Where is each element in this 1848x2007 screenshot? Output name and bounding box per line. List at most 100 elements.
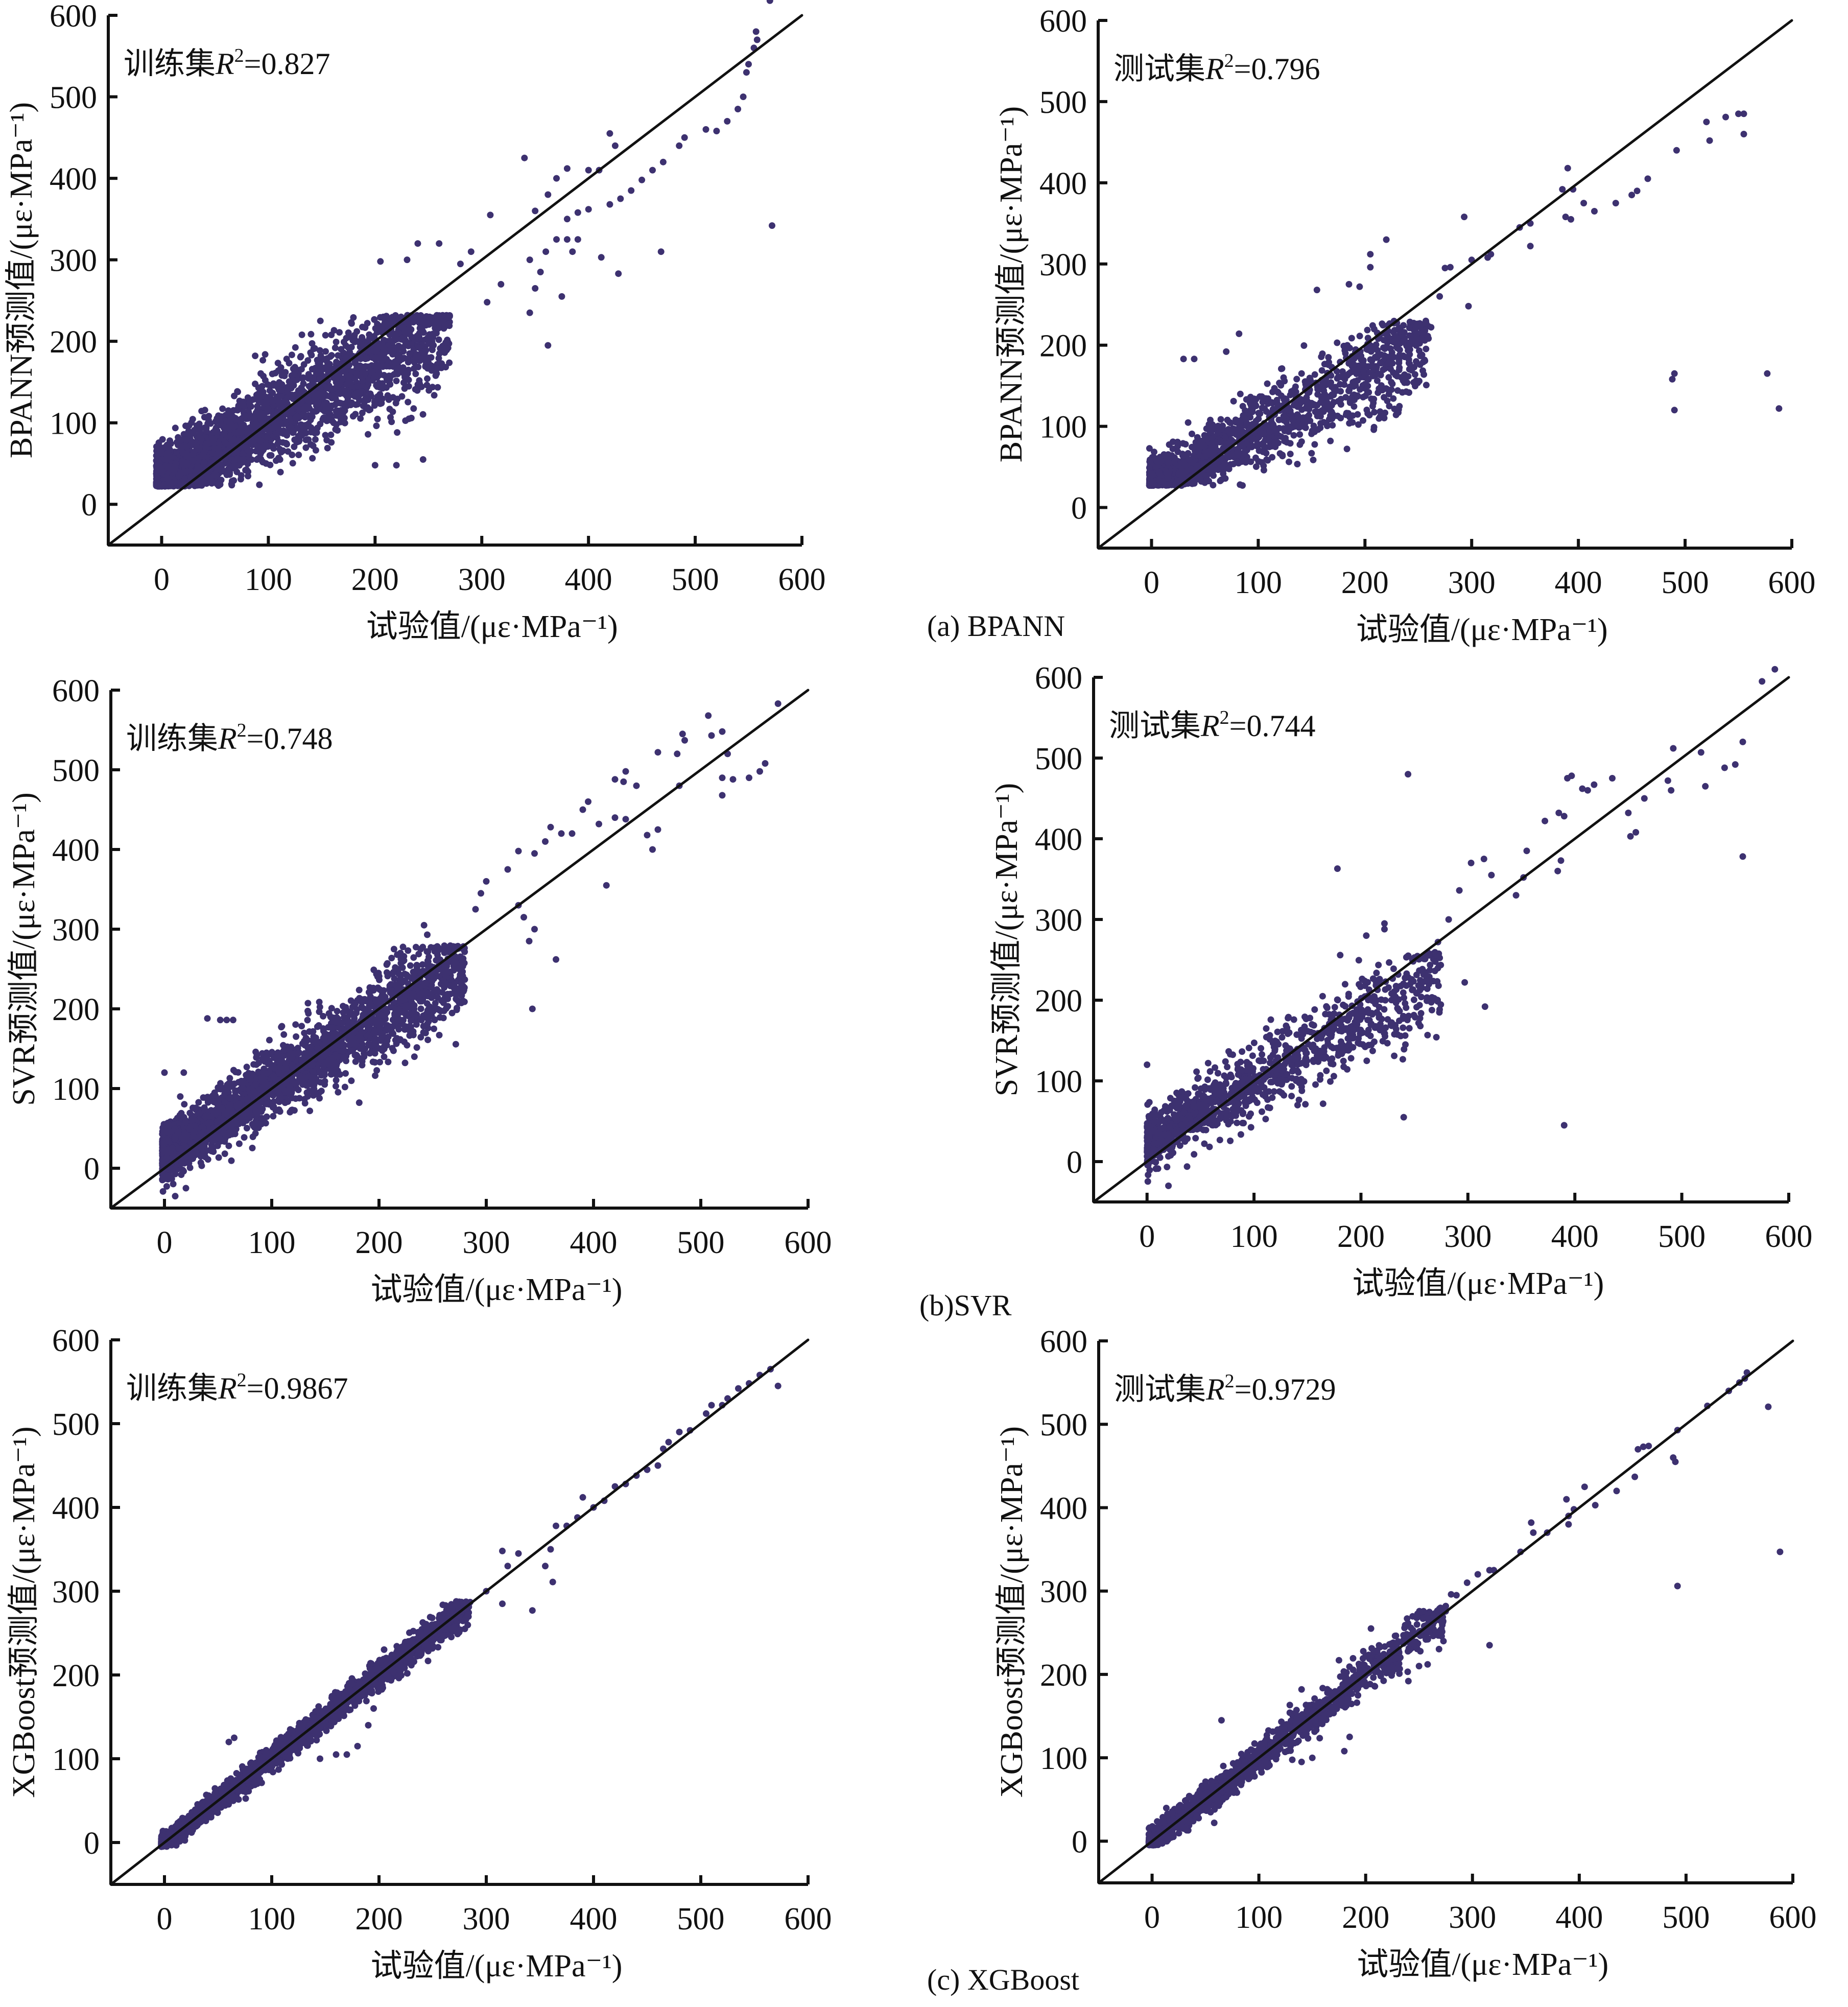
- data-point: [1211, 450, 1218, 457]
- y-tick-label: 0: [1071, 491, 1087, 526]
- data-point: [431, 392, 438, 398]
- data-point: [304, 436, 311, 443]
- data-point: [172, 424, 179, 431]
- data-point: [335, 412, 341, 418]
- data-point: [1401, 380, 1408, 386]
- data-point: [1189, 431, 1195, 437]
- data-point: [1352, 367, 1358, 374]
- data-point: [1376, 385, 1382, 392]
- data-point: [348, 319, 354, 326]
- data-point: [612, 143, 619, 149]
- x-tick-label: 0: [154, 562, 170, 597]
- data-point: [1298, 407, 1305, 413]
- data-point: [317, 318, 324, 324]
- data-point: [265, 406, 271, 412]
- x-tick-label: 500: [1662, 565, 1709, 600]
- data-point: [1671, 370, 1678, 377]
- data-point: [197, 429, 203, 435]
- data-point: [345, 329, 352, 336]
- data-point: [333, 395, 339, 402]
- data-point: [428, 363, 435, 369]
- data-point: [1396, 357, 1403, 364]
- data-point: [1237, 391, 1244, 397]
- data-point: [1346, 281, 1353, 288]
- data-point: [165, 464, 172, 470]
- data-point: [1349, 412, 1356, 419]
- data-point: [236, 429, 243, 436]
- data-point: [246, 447, 252, 454]
- data-point: [172, 460, 179, 467]
- data-point: [1327, 438, 1334, 444]
- data-point: [1251, 395, 1258, 402]
- data-point: [1290, 417, 1296, 424]
- data-point: [1373, 341, 1380, 348]
- data-point: [304, 1017, 311, 1024]
- data-point: [235, 456, 242, 463]
- data-point: [544, 342, 551, 349]
- data-point: [1279, 452, 1286, 458]
- data-point: [282, 369, 289, 375]
- y-tick-label: 400: [50, 162, 97, 197]
- data-point: [1407, 346, 1413, 353]
- data-point: [256, 397, 263, 404]
- data-point: [1388, 379, 1394, 386]
- data-point: [400, 324, 407, 331]
- data-point: [203, 428, 210, 435]
- data-point: [1376, 415, 1382, 422]
- data-point: [542, 248, 549, 255]
- data-point: [735, 106, 741, 112]
- data-point: [268, 452, 275, 459]
- data-point: [1351, 403, 1357, 410]
- data-point: [1370, 427, 1377, 433]
- data-point: [362, 396, 368, 403]
- data-point: [1364, 383, 1371, 389]
- x-tick-label: 100: [245, 562, 292, 597]
- data-point: [1218, 416, 1224, 423]
- data-point: [1580, 200, 1587, 206]
- data-point: [408, 415, 415, 421]
- data-point: [328, 332, 335, 338]
- data-point: [425, 340, 432, 347]
- data-point: [327, 432, 334, 438]
- data-point: [1423, 382, 1430, 388]
- data-point: [1334, 340, 1340, 346]
- data-point: [564, 236, 571, 243]
- data-point: [395, 329, 401, 336]
- data-point: [364, 320, 371, 326]
- data-point: [382, 346, 388, 352]
- data-point: [292, 1021, 299, 1028]
- data-point: [1288, 388, 1295, 395]
- data-point: [1293, 376, 1300, 383]
- data-point: [1210, 482, 1216, 488]
- data-point: [414, 1044, 420, 1051]
- data-point: [1256, 447, 1263, 454]
- data-point: [1764, 370, 1770, 377]
- data-point: [404, 356, 411, 362]
- data-point: [179, 458, 185, 465]
- data-point: [1484, 254, 1491, 261]
- data-point: [1222, 460, 1228, 467]
- data-point: [484, 299, 490, 305]
- data-point: [1263, 450, 1269, 457]
- data-point: [1302, 424, 1309, 431]
- data-point: [429, 346, 436, 353]
- data-point: [1250, 436, 1257, 442]
- data-point: [1418, 336, 1425, 343]
- data-point: [1383, 237, 1390, 243]
- data-point: [1399, 389, 1406, 396]
- data-point: [1406, 360, 1412, 366]
- data-point: [277, 469, 284, 476]
- data-point: [333, 1083, 339, 1090]
- data-point: [532, 207, 538, 214]
- data-point: [264, 434, 270, 441]
- data-point: [1317, 420, 1324, 427]
- data-point: [322, 332, 329, 339]
- data-point: [1363, 407, 1370, 413]
- data-point: [1202, 453, 1209, 460]
- data-point: [335, 389, 342, 396]
- r2-symbol: R: [215, 47, 234, 81]
- data-point: [398, 393, 405, 400]
- data-point: [676, 143, 682, 149]
- data-point: [314, 429, 320, 436]
